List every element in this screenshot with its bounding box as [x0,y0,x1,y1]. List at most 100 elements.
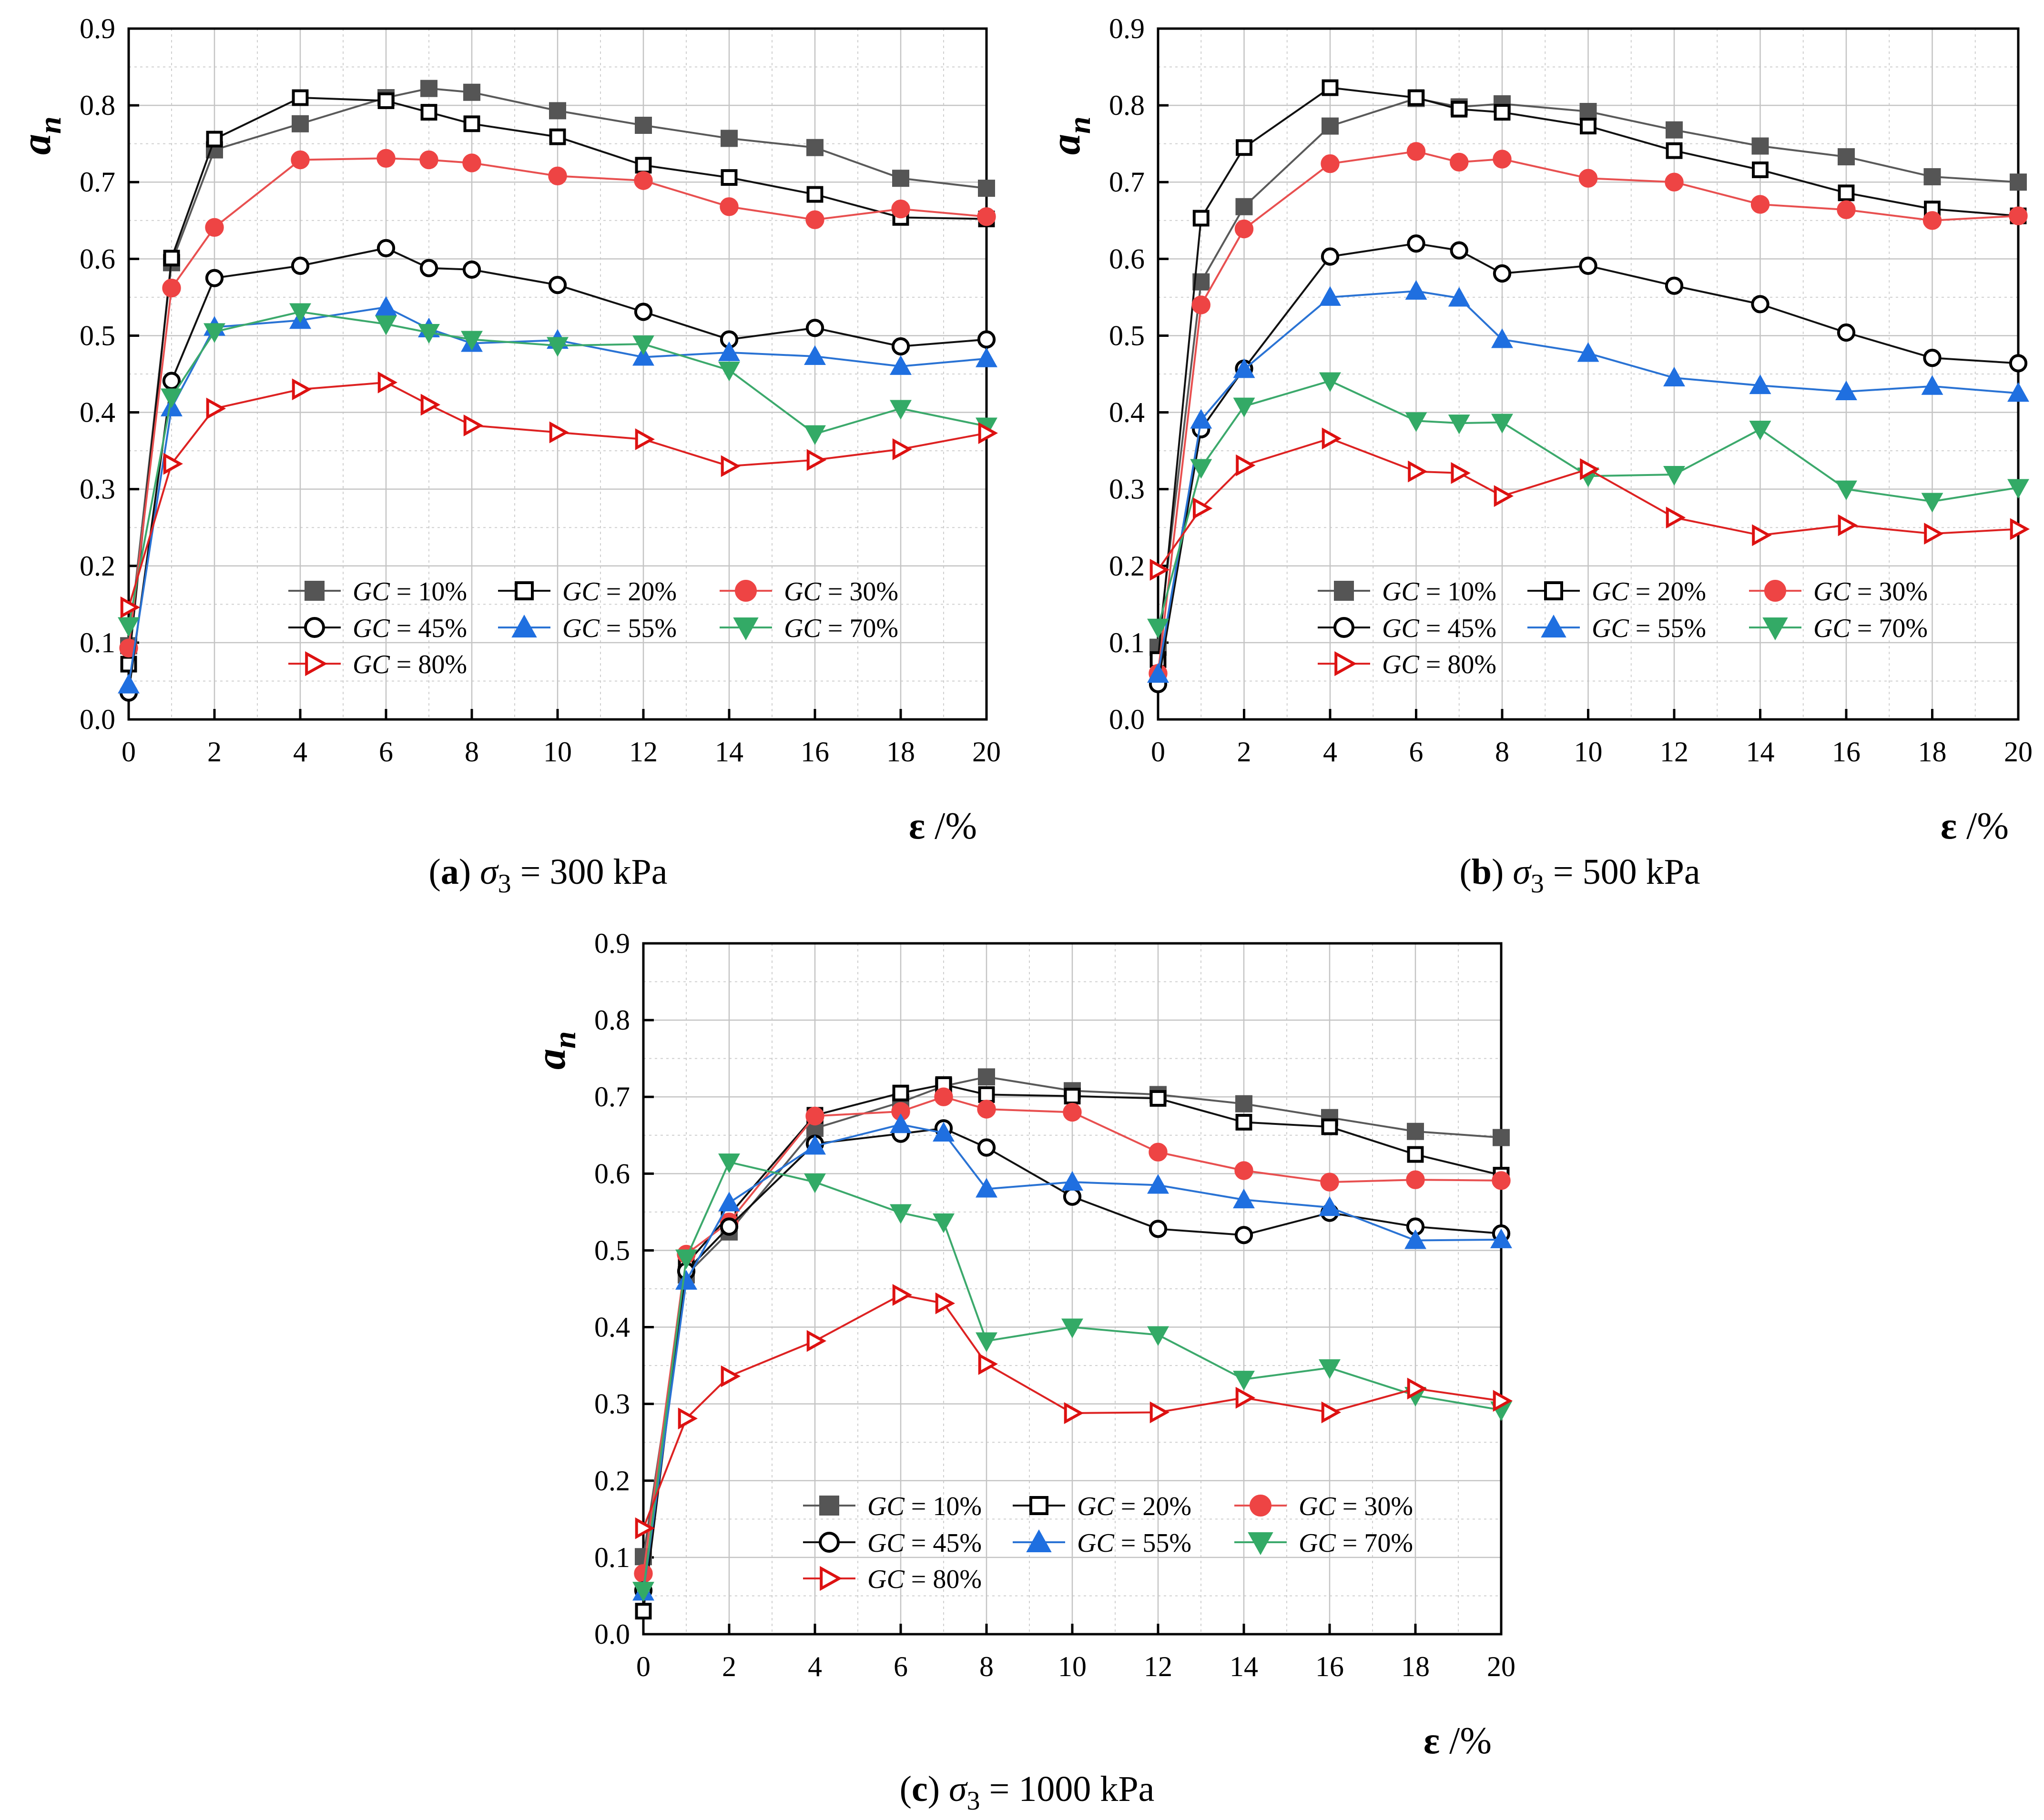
data-point [2009,354,2028,373]
data-point [420,80,437,97]
data-point [1491,328,1513,348]
data-point [1234,219,1254,239]
data-point [1192,497,1213,519]
y-tick-label: 0.8 [594,1004,630,1036]
x-tick-label: 14 [1746,736,1775,768]
legend-label: GC = 45% [867,1528,982,1558]
data-point [1192,210,1210,227]
x-axis-unit: /% [1957,805,2009,847]
legend-marker [304,617,325,638]
data-point [1147,663,1169,683]
legend: GC = 10% GC = 20% GC = 30% GC = 45% GC = 55%… [803,1492,1413,1594]
data-point [1663,466,1685,486]
data-point [203,323,225,343]
y-tick-label: 0.1 [594,1542,630,1573]
data-point [1320,1173,1339,1192]
data-point [1749,421,1771,441]
y-axis-title: an [13,116,68,155]
legend-marker [819,1532,840,1553]
data-point [2007,382,2029,402]
data-point [1492,1171,1511,1190]
data-point [1236,139,1252,156]
x-tick-label: 6 [894,1651,908,1682]
data-point [1233,1188,1255,1209]
data-point [1579,103,1597,120]
data-point [978,1353,998,1375]
data-point [805,210,824,229]
data-point [1752,524,1772,546]
data-point [805,1106,824,1126]
data-point [892,1284,913,1306]
data-point [1147,1326,1169,1346]
data-point [463,115,480,132]
y-tick-label: 0.5 [1109,320,1145,351]
data-point [1921,375,1943,395]
x-tick-label: 0 [122,736,136,768]
legend-label: GC = 70% [1813,614,1928,643]
data-point [1493,150,1512,169]
legend-item: GC = 30% [720,577,898,607]
data-point [1580,458,1600,480]
data-point [718,1153,740,1173]
y-tick-label: 0.8 [1109,90,1145,121]
x-tick-label: 16 [1832,736,1861,768]
data-point [1490,1228,1512,1248]
legend-marker [735,580,757,602]
data-point [1407,1146,1424,1163]
x-axis-symbol: ε [909,805,925,847]
data-point [1233,1371,1255,1391]
data-point [1234,1226,1253,1244]
x-axis-symbol: ε [1941,805,1957,847]
data-point [721,1365,741,1387]
data-point [1321,1118,1338,1135]
data-point [549,421,569,444]
data-point [2010,173,2027,191]
legend-marker [1762,617,1788,641]
data-point [934,1087,953,1106]
data-point [1322,427,1342,450]
x-tick-label: 20 [1487,1651,1515,1682]
data-point [635,1517,655,1539]
data-point [720,197,739,216]
legend-marker [1248,1532,1273,1556]
data-point [1235,1095,1252,1112]
data-point [1838,148,1855,166]
caption-symbol: σ [1513,852,1532,892]
y-axis-subscript: n [33,116,68,134]
data-point [890,1204,912,1224]
y-axis-subscript: n [548,1031,582,1049]
data-point [1235,198,1253,215]
data-point [721,455,741,477]
data-point [635,428,655,450]
legend-item: GC = 10% [288,577,467,607]
data-point [1190,409,1212,429]
legend-label: GC = 10% [353,577,467,607]
legend-marker [1029,1496,1048,1515]
data-point [892,438,913,460]
x-tick-label: 14 [715,736,743,768]
data-point [377,92,395,109]
legend-label: GC = 20% [1077,1492,1191,1521]
panel-caption: (a) σ3 = 300 kPa [429,852,668,899]
data-point [1749,374,1771,394]
y-tick-label: 0.7 [1109,166,1145,198]
data-point [1580,118,1597,135]
y-tick-label: 0.7 [594,1081,630,1112]
data-point [1063,1102,1082,1122]
x-tick-label: 10 [543,736,572,768]
data-point [548,166,567,186]
legend-label: GC = 30% [1299,1492,1413,1521]
data-point [976,1332,997,1352]
chart-panel-a: 0 2 4 6 8 10 12 14 16 18 20 0.0 0.1 0.2 0.3 0.4 0.5 0.6 0.… [13,13,1001,899]
data-point [720,1217,739,1236]
data-point [1579,256,1597,275]
legend-label: GC = 55% [562,614,677,643]
data-point [1149,1220,1168,1238]
data-point [718,361,740,382]
legend-item: GC = 80% [288,650,467,679]
x-tick-label: 18 [1918,736,1947,768]
data-point [978,180,995,197]
data-point [463,83,480,101]
data-point [1924,523,1944,545]
data-point [1233,397,1255,417]
